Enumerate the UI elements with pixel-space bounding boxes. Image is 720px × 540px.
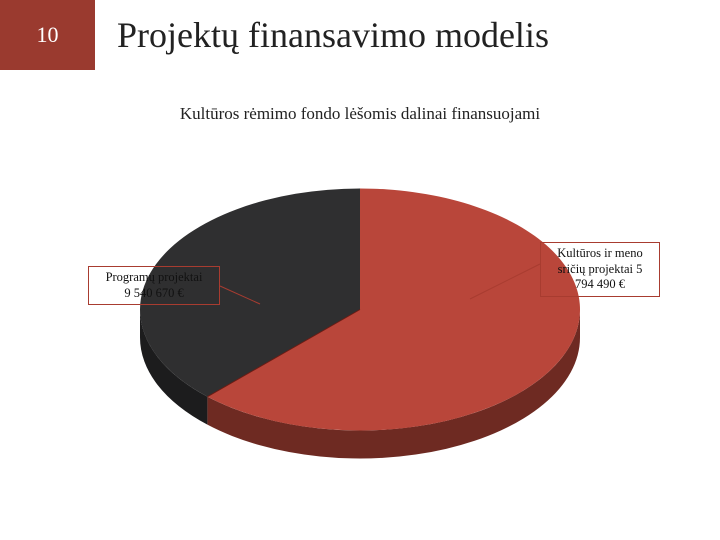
- slide-number: 10: [37, 22, 59, 48]
- chart-subtitle: Kultūros rėmimo fondo lėšomis dalinai fi…: [0, 104, 720, 124]
- slide-title: Projektų finansavimo modelis: [95, 14, 549, 56]
- leader-right: [470, 264, 540, 299]
- slide-number-box: 10: [0, 0, 95, 70]
- pie-chart: Programų projektai 9 540 670 € Kultūros …: [0, 124, 720, 504]
- slide-header: 10 Projektų finansavimo modelis: [0, 0, 720, 70]
- leader-lines: [0, 124, 720, 504]
- leader-left: [220, 286, 260, 304]
